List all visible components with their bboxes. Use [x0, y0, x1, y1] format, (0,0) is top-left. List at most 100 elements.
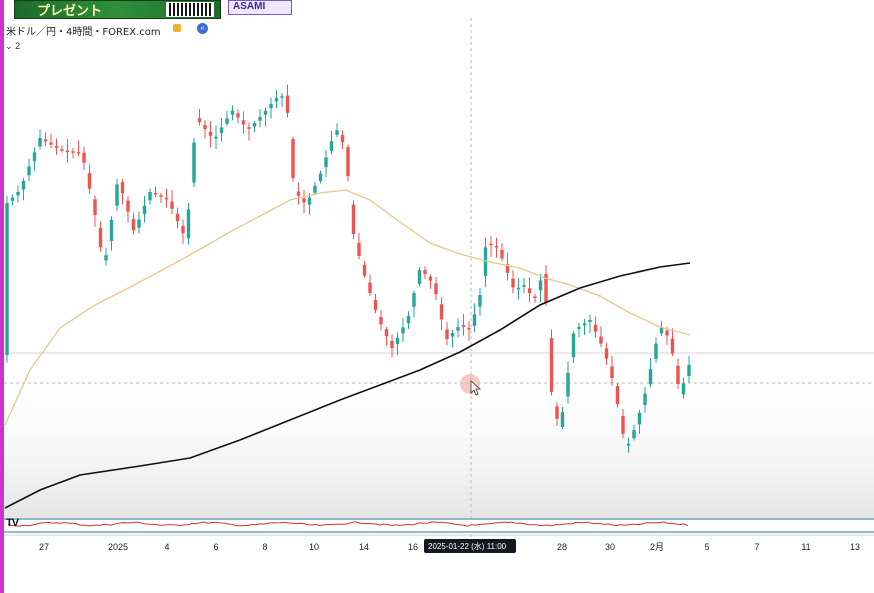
candle-body: [296, 191, 301, 196]
indicator-toggle[interactable]: ⌄ 2: [5, 41, 20, 52]
candle-body: [208, 131, 213, 136]
candle-body: [582, 323, 587, 326]
cursor-date-label: 2025-01-22 (水) 11:00: [428, 541, 507, 551]
candle-body: [428, 276, 433, 281]
candle-body: [544, 273, 548, 303]
candle-body: [131, 219, 136, 231]
promo-banner-text: プレゼント: [37, 4, 103, 19]
candle-body: [263, 110, 268, 115]
candle-body: [445, 329, 449, 339]
candle-body: [571, 333, 576, 358]
candle-body: [225, 118, 229, 124]
candle-body: [21, 180, 26, 190]
candle-body: [676, 365, 680, 384]
candle-body: [412, 293, 416, 307]
candle-body: [109, 219, 114, 241]
candle-body: [76, 152, 81, 154]
candle-body: [456, 327, 460, 331]
candle-body: [291, 138, 295, 179]
candle-body: [549, 338, 554, 392]
x-tick-label: 30: [605, 542, 615, 552]
market-status-icon: [173, 24, 181, 32]
x-tick-label: 2月: [650, 542, 664, 552]
candle-body: [632, 430, 636, 439]
candle-body: [401, 327, 405, 334]
candle-body: [214, 136, 218, 139]
candle-body: [670, 338, 675, 354]
candle-body: [120, 182, 125, 194]
candle-body: [489, 243, 493, 246]
candle-body: [175, 213, 180, 222]
arrow-icon[interactable]: «: [197, 23, 208, 34]
candle-body: [203, 124, 207, 129]
candle-body: [247, 127, 251, 129]
candle-body: [450, 333, 455, 337]
candle-body: [379, 317, 383, 325]
candle-body: [599, 336, 603, 344]
candle-body: [181, 226, 185, 234]
candle-body: [654, 343, 658, 359]
candle-body: [351, 204, 356, 234]
chevron-down-icon: ⌄: [5, 41, 13, 51]
candle-body: [98, 227, 103, 248]
candles: [5, 84, 691, 453]
candle-body: [533, 296, 537, 299]
promo-badge[interactable]: ASAMI: [228, 0, 292, 15]
candle-body: [516, 287, 521, 290]
candle-body: [395, 337, 400, 344]
candle-body: [159, 195, 163, 197]
candle-body: [483, 247, 488, 276]
x-tick-label: 11: [801, 542, 810, 552]
candle-body: [461, 325, 466, 327]
candle-body: [269, 104, 273, 109]
x-tick-label: 14: [359, 542, 369, 552]
candle-body: [153, 192, 158, 195]
candle-body: [505, 264, 510, 273]
candle-body: [318, 173, 323, 181]
candle-body: [87, 173, 92, 189]
candle-body: [643, 393, 647, 406]
x-tick-label: 6: [213, 542, 218, 552]
promo-banner[interactable]: プレゼント: [14, 0, 221, 19]
candle-body: [346, 147, 350, 176]
left-accent-bar: [0, 0, 4, 593]
candle-body: [626, 443, 631, 446]
candle-body: [192, 142, 196, 183]
candle-body: [527, 288, 532, 294]
x-tick-label: 4: [164, 542, 169, 552]
candle-body: [230, 110, 235, 115]
x-tick-label: 10: [309, 542, 319, 552]
candle-body: [16, 192, 20, 196]
candle-body: [285, 95, 290, 113]
lower-fade: [4, 360, 874, 520]
candle-body: [142, 205, 147, 214]
candle-body: [681, 383, 686, 395]
time-axis: 2720254681014161828302月571113: [39, 542, 860, 552]
candle-body: [390, 340, 394, 348]
candle-body: [32, 152, 37, 161]
candle-body: [560, 412, 565, 427]
qr-code-icon: [166, 2, 214, 17]
mouse-cursor-icon: [470, 380, 482, 396]
candle-body: [621, 415, 625, 434]
candle-body: [637, 412, 642, 425]
candle-body: [335, 130, 339, 135]
candle-body: [610, 366, 614, 378]
candle-body: [170, 201, 174, 209]
candle-body: [423, 270, 427, 275]
candle-body: [38, 138, 42, 147]
candle-body: [577, 326, 581, 329]
symbol-label[interactable]: 米ドル／円・4時間・FOREX.com: [6, 27, 161, 38]
candle-body: [593, 324, 598, 332]
candle-body: [5, 203, 9, 355]
oscillator-panel: [4, 518, 874, 533]
x-tick-label: 28: [557, 542, 567, 552]
candle-body: [186, 209, 191, 239]
x-tick-label: 5: [704, 542, 709, 552]
candle-body: [93, 199, 97, 215]
candle-body: [10, 197, 15, 201]
tradingview-logo-icon: TV: [6, 517, 19, 529]
candle-body: [511, 278, 515, 288]
candle-body: [340, 135, 345, 143]
